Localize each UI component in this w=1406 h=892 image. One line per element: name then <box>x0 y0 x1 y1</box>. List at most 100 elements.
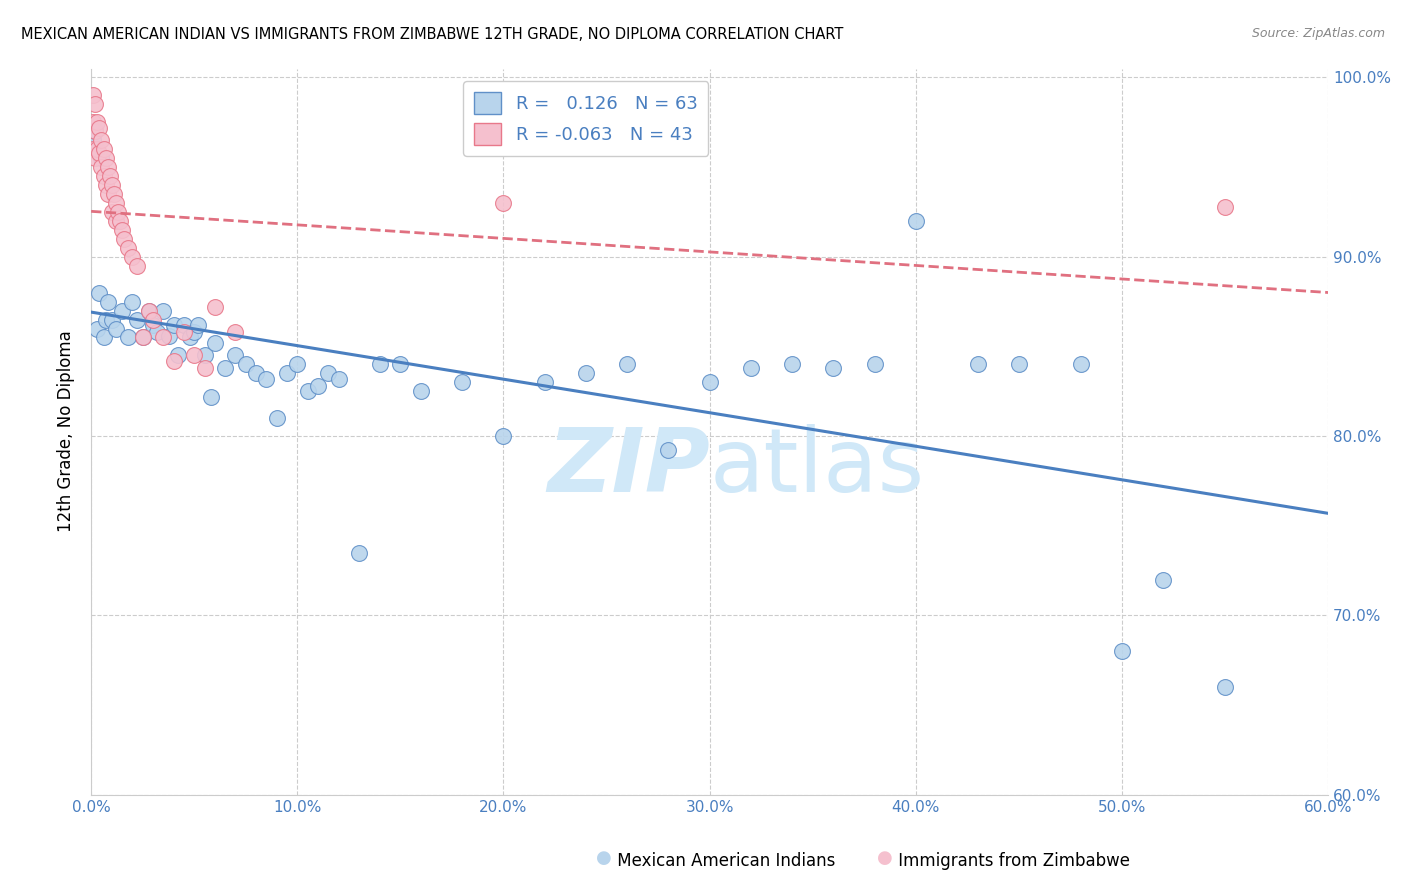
Point <box>131 330 153 344</box>
Point <box>117 330 139 344</box>
Point <box>173 325 195 339</box>
Point <box>193 361 215 376</box>
Point <box>276 367 298 381</box>
Point <box>266 411 288 425</box>
Text: MEXICAN AMERICAN INDIAN VS IMMIGRANTS FROM ZIMBABWE 12TH GRADE, NO DIPLOMA CORRE: MEXICAN AMERICAN INDIAN VS IMMIGRANTS FR… <box>21 27 844 42</box>
Point <box>863 357 886 371</box>
Point <box>1070 357 1092 371</box>
Point <box>125 312 148 326</box>
Point <box>492 429 515 443</box>
Point <box>183 325 205 339</box>
Point <box>93 330 115 344</box>
Point <box>179 330 201 344</box>
Point <box>173 318 195 332</box>
Point <box>142 318 165 332</box>
Point <box>966 357 988 371</box>
Point <box>152 330 174 344</box>
Point <box>84 124 107 138</box>
Point <box>1111 644 1133 658</box>
Point <box>389 357 412 371</box>
Point <box>162 353 184 368</box>
Point <box>111 223 134 237</box>
Point <box>107 205 129 219</box>
Point <box>89 285 111 300</box>
Point <box>138 303 160 318</box>
Point <box>1213 200 1236 214</box>
Point <box>125 259 148 273</box>
Point <box>131 330 153 344</box>
Point <box>254 372 277 386</box>
Point <box>204 300 226 314</box>
Point <box>347 546 370 560</box>
Point <box>104 196 127 211</box>
Point <box>93 169 115 183</box>
Point <box>82 142 104 156</box>
Point <box>82 133 104 147</box>
Point <box>307 379 329 393</box>
Point <box>316 367 339 381</box>
Text: ●: ● <box>877 849 893 867</box>
Point <box>117 241 139 255</box>
Point <box>166 348 188 362</box>
Point <box>97 294 120 309</box>
Point <box>245 367 267 381</box>
Point <box>90 133 112 147</box>
Text: ZIP: ZIP <box>547 425 710 511</box>
Point <box>200 390 222 404</box>
Point <box>204 335 226 350</box>
Y-axis label: 12th Grade, No Diploma: 12th Grade, No Diploma <box>58 331 75 533</box>
Point <box>142 312 165 326</box>
Point <box>84 97 107 112</box>
Point <box>104 214 127 228</box>
Point <box>104 321 127 335</box>
Point <box>84 124 107 138</box>
Point <box>94 312 117 326</box>
Point <box>90 160 112 174</box>
Point <box>492 196 515 211</box>
Point <box>93 142 115 156</box>
Point <box>82 88 104 103</box>
Point <box>98 169 121 183</box>
Point <box>138 303 160 318</box>
Point <box>823 361 845 376</box>
Point <box>100 312 122 326</box>
Point <box>121 250 143 264</box>
Point <box>575 367 598 381</box>
Point <box>328 372 350 386</box>
Point <box>1008 357 1031 371</box>
Point <box>904 214 927 228</box>
Point <box>224 348 246 362</box>
Point <box>100 178 122 192</box>
Text: atlas: atlas <box>710 425 925 511</box>
Point <box>162 318 184 332</box>
Point <box>616 357 638 371</box>
Point <box>94 178 117 192</box>
Point <box>285 357 308 371</box>
Point <box>159 328 181 343</box>
Text: ●: ● <box>596 849 612 867</box>
Point <box>84 151 107 165</box>
Point <box>193 348 215 362</box>
Point <box>100 205 122 219</box>
Point <box>409 384 432 399</box>
Point <box>82 115 104 129</box>
Point <box>89 145 111 160</box>
Point <box>86 142 108 156</box>
Point <box>86 321 108 335</box>
Point <box>740 361 762 376</box>
Point <box>152 303 174 318</box>
Point <box>94 151 117 165</box>
Point <box>90 151 112 165</box>
Point <box>368 357 391 371</box>
Point <box>214 361 236 376</box>
Point <box>121 294 143 309</box>
Text: Immigrants from Zimbabwe: Immigrants from Zimbabwe <box>872 852 1129 870</box>
Point <box>89 120 111 135</box>
Point <box>224 325 246 339</box>
Point <box>183 348 205 362</box>
Point <box>1213 680 1236 694</box>
Point <box>146 325 169 339</box>
Point <box>97 187 120 202</box>
Point <box>111 303 134 318</box>
Point <box>235 357 257 371</box>
